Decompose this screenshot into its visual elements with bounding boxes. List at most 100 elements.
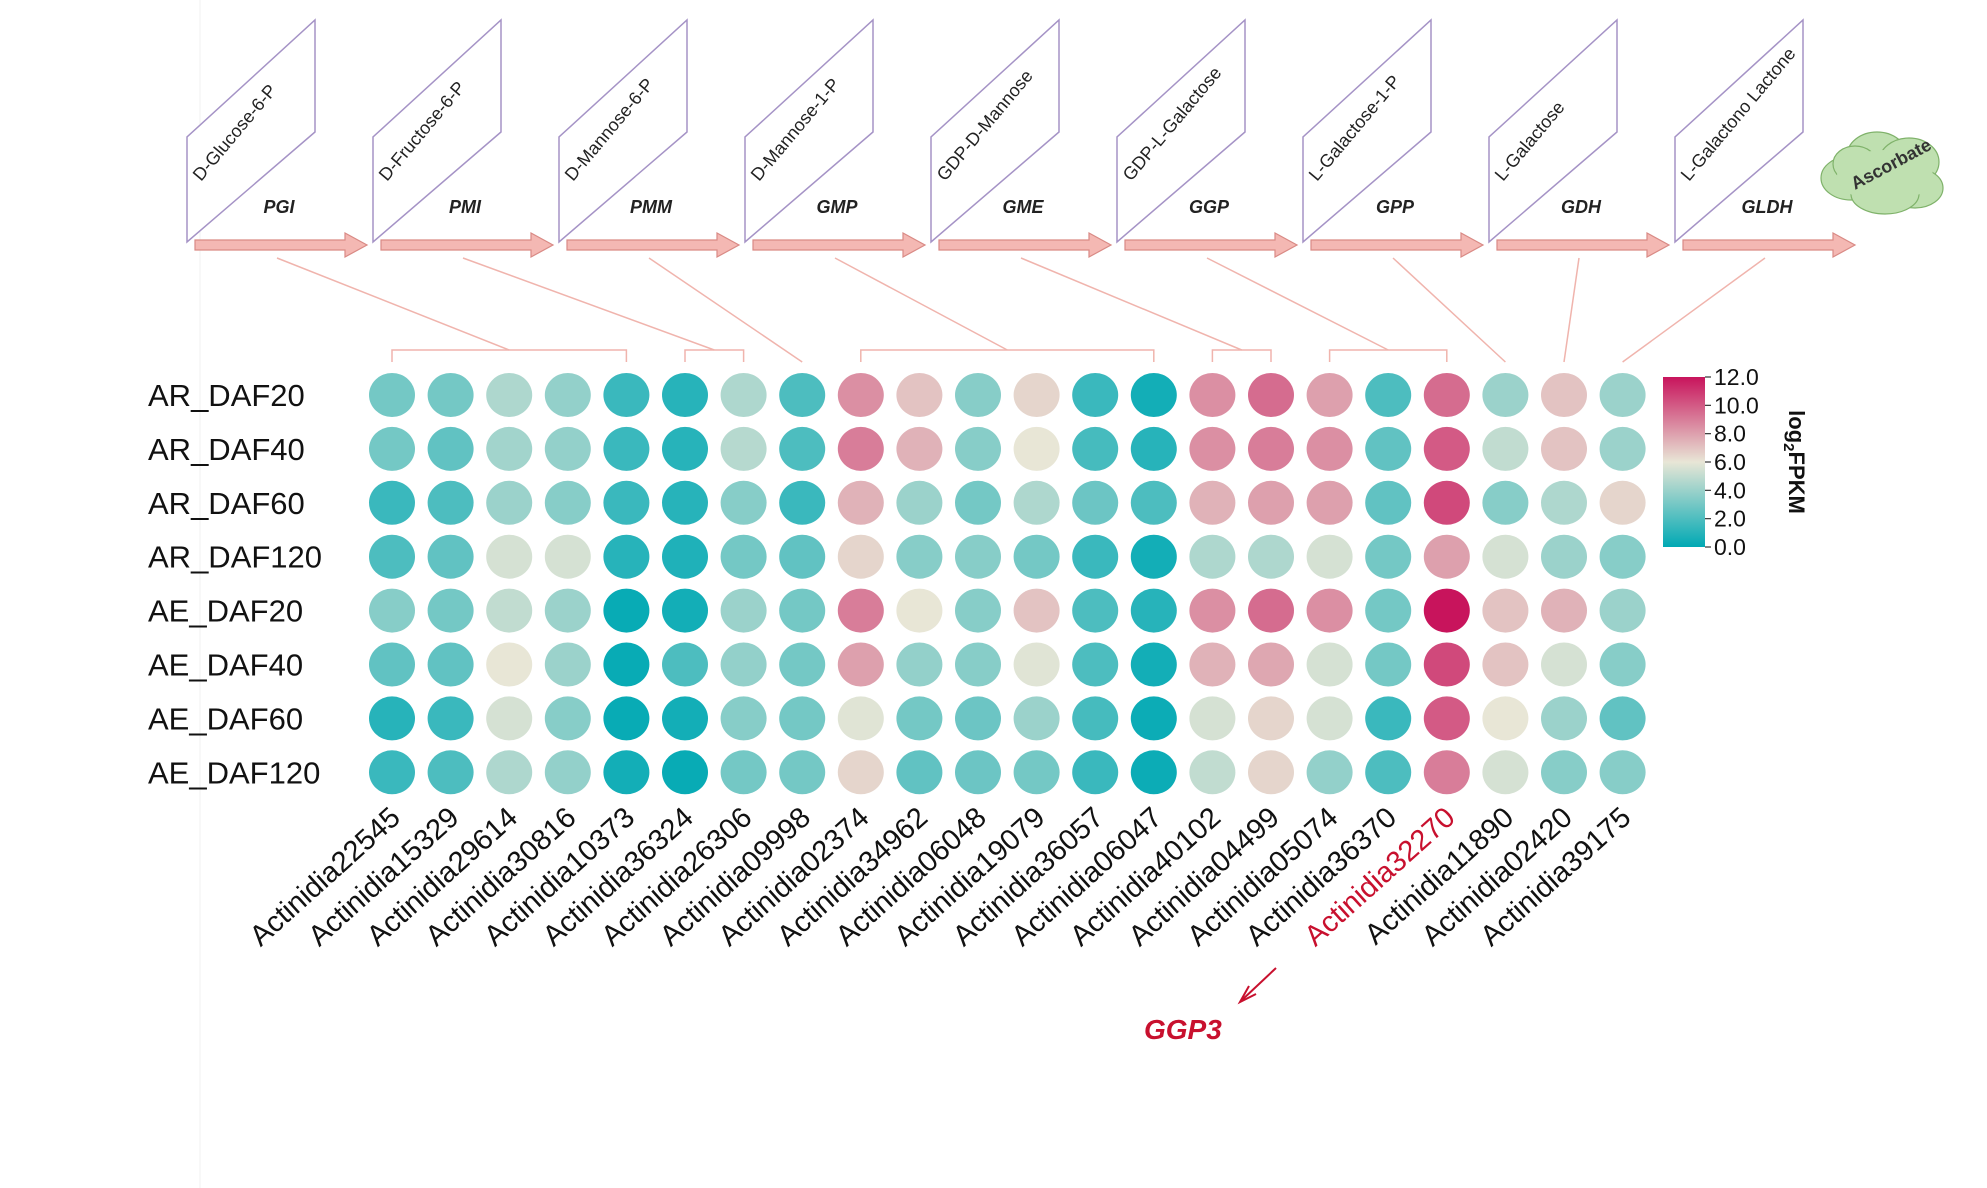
cell-ar-daf40-actinidia09998 bbox=[779, 426, 826, 471]
annotation-layer: GGP3 bbox=[1144, 967, 1277, 1045]
cell-ae-daf40-actinidia40102 bbox=[1189, 642, 1236, 687]
cell-ae-daf40-actinidia04499 bbox=[1248, 642, 1294, 687]
connector-bracket bbox=[684, 349, 745, 362]
legend-tick-label: 0.0 bbox=[1714, 534, 1746, 560]
cell-ae-daf120-actinidia30816 bbox=[544, 750, 591, 795]
cell-ae-daf40-actinidia11890 bbox=[1482, 642, 1529, 687]
row-label-ar-daf40: AR_DAF40 bbox=[148, 432, 305, 467]
cell-ar-daf40-actinidia06048 bbox=[955, 426, 1001, 471]
cell-ae-daf40-actinidia15329 bbox=[427, 642, 474, 687]
cell-ar-daf60-actinidia05074 bbox=[1306, 480, 1353, 525]
ascorbate-product: Ascorbate bbox=[1820, 131, 1944, 215]
row-label-ar-daf60: AR_DAF60 bbox=[148, 486, 305, 521]
cell-ar-daf20-actinidia09998 bbox=[779, 373, 826, 417]
reaction-arrow-pmi bbox=[380, 231, 555, 259]
connector-bracket bbox=[391, 349, 628, 362]
cell-ae-daf120-actinidia36370 bbox=[1365, 750, 1412, 795]
cell-ae-daf120-actinidia36057 bbox=[1072, 750, 1119, 795]
cell-ar-daf40-actinidia39175 bbox=[1599, 426, 1646, 471]
cell-ae-daf60-actinidia36370 bbox=[1365, 696, 1412, 741]
legend-tick-label: 4.0 bbox=[1714, 477, 1746, 503]
connector-gldh bbox=[1622, 257, 1766, 363]
cell-ae-daf120-actinidia11890 bbox=[1482, 750, 1529, 795]
cell-ae-daf40-actinidia32270 bbox=[1423, 642, 1470, 687]
cell-ae-daf60-actinidia05074 bbox=[1306, 696, 1353, 741]
cell-ar-daf60-actinidia06047 bbox=[1130, 480, 1177, 525]
cell-ae-daf20-actinidia36324 bbox=[662, 588, 708, 633]
reaction-arrow-gme bbox=[938, 231, 1113, 259]
cell-ar-daf20-actinidia04499 bbox=[1248, 373, 1294, 417]
enzyme-label-pmi: PMI bbox=[449, 197, 482, 217]
connector-pmm bbox=[648, 257, 803, 363]
cell-ar-daf20-actinidia29614 bbox=[486, 373, 533, 417]
row-label-ar-daf120: AR_DAF120 bbox=[148, 540, 322, 575]
cell-ae-daf20-actinidia02374 bbox=[837, 588, 884, 633]
metabolite-box-d-glucose-6-p bbox=[186, 18, 316, 244]
cell-ar-daf120-actinidia36370 bbox=[1365, 534, 1412, 579]
cell-ar-daf40-actinidia11890 bbox=[1482, 426, 1529, 471]
cell-ar-daf60-actinidia15329 bbox=[427, 480, 474, 525]
cell-ae-daf60-actinidia15329 bbox=[427, 696, 474, 741]
row-label-ae-daf40: AE_DAF40 bbox=[148, 648, 303, 683]
cell-ae-daf20-actinidia06048 bbox=[955, 588, 1001, 633]
enzyme-label-ggp: GGP bbox=[1189, 197, 1230, 217]
cell-ar-daf20-actinidia10373 bbox=[603, 373, 650, 417]
cell-ae-daf40-actinidia36370 bbox=[1365, 642, 1412, 687]
connector-diagonal bbox=[1622, 257, 1766, 363]
enzyme-label-gme: GME bbox=[1002, 197, 1044, 217]
enzyme-label-gldh: GLDH bbox=[1742, 197, 1794, 217]
connector-diagonal bbox=[276, 257, 510, 351]
cell-ae-daf20-actinidia04499 bbox=[1248, 588, 1294, 633]
cell-ae-daf40-actinidia05074 bbox=[1306, 642, 1353, 687]
cell-ar-daf40-actinidia19079 bbox=[1013, 426, 1060, 471]
enzyme-label-pgi: PGI bbox=[263, 197, 295, 217]
connector-bracket bbox=[860, 349, 1155, 362]
ggp3-arrow-head bbox=[1237, 985, 1257, 1005]
connector-diagonal bbox=[1020, 257, 1242, 351]
cell-ar-daf60-actinidia02374 bbox=[837, 480, 884, 525]
cell-ar-daf60-actinidia10373 bbox=[603, 480, 650, 525]
enzyme-label-gpp: GPP bbox=[1376, 197, 1415, 217]
cell-ae-daf40-actinidia26306 bbox=[720, 642, 767, 687]
cell-ar-daf60-actinidia36370 bbox=[1365, 480, 1412, 525]
cell-ae-daf60-actinidia30816 bbox=[544, 696, 591, 741]
cell-ar-daf40-actinidia05074 bbox=[1306, 426, 1353, 471]
cell-ar-daf40-actinidia30816 bbox=[544, 426, 591, 471]
cell-ae-daf20-actinidia40102 bbox=[1189, 588, 1236, 633]
metabolite-box-d-fructose-6-p bbox=[372, 18, 502, 244]
ggp3-annotation: GGP3 bbox=[1144, 1014, 1222, 1045]
cell-ar-daf20-actinidia02420 bbox=[1541, 373, 1587, 417]
connector-diagonal bbox=[834, 257, 1008, 351]
cell-ar-daf60-actinidia06048 bbox=[955, 480, 1001, 525]
cell-ar-daf60-actinidia09998 bbox=[779, 480, 826, 525]
cell-ae-daf40-actinidia06048 bbox=[955, 642, 1001, 687]
connector-diagonal bbox=[1392, 257, 1506, 363]
cell-ar-daf120-actinidia34962 bbox=[896, 534, 943, 579]
cell-ar-daf60-actinidia04499 bbox=[1248, 480, 1294, 525]
cell-ar-daf40-actinidia02374 bbox=[837, 426, 884, 471]
cell-ar-daf120-actinidia11890 bbox=[1482, 534, 1529, 579]
legend-title-subscript: 2 bbox=[1780, 443, 1797, 451]
cell-ae-daf60-actinidia39175 bbox=[1599, 696, 1646, 741]
cell-ar-daf120-actinidia19079 bbox=[1013, 534, 1060, 579]
connector-gdh bbox=[1563, 257, 1580, 363]
connector-diagonal bbox=[1563, 257, 1580, 363]
cell-ae-daf120-actinidia29614 bbox=[486, 750, 533, 795]
metabolite-box-l-galactose-1-p bbox=[1302, 18, 1432, 244]
cell-ae-daf60-actinidia06047 bbox=[1130, 696, 1177, 741]
cell-ae-daf40-actinidia06047 bbox=[1130, 642, 1177, 687]
column-labels: Actinidia22545Actinidia15329Actinidia296… bbox=[244, 801, 1637, 952]
cell-ar-daf40-actinidia36370 bbox=[1365, 426, 1412, 471]
connector-bracket bbox=[1211, 349, 1272, 362]
row-label-ae-daf20: AE_DAF20 bbox=[148, 594, 303, 629]
metabolite-box-gdp-l-galactose bbox=[1116, 18, 1246, 244]
enzyme-label-pmm: PMM bbox=[630, 197, 673, 217]
heatmap-cells bbox=[369, 373, 1646, 795]
cell-ar-daf120-actinidia02420 bbox=[1541, 534, 1587, 579]
cell-ae-daf40-actinidia09998 bbox=[779, 642, 826, 687]
